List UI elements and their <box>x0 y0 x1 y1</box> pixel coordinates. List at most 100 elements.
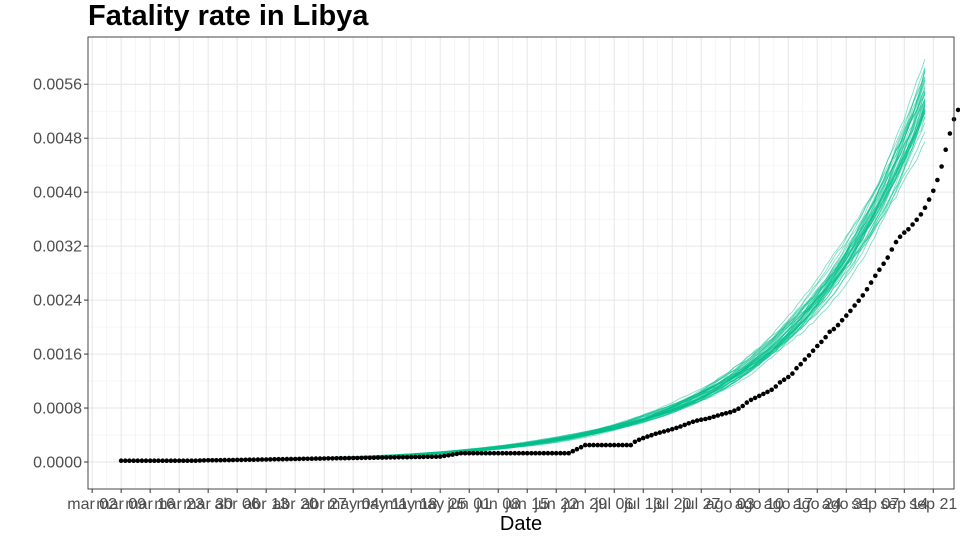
observed-point <box>375 455 381 460</box>
observed-point <box>752 395 758 401</box>
observed-point <box>458 450 464 456</box>
observed-point <box>653 431 658 437</box>
observed-point <box>931 188 936 194</box>
observed-point <box>719 412 725 417</box>
observed-point <box>160 458 165 464</box>
observed-point <box>193 458 198 464</box>
x-tick-label: sep 14 <box>880 496 928 513</box>
observed-point <box>516 450 522 456</box>
y-tick-label: 0.0024 <box>33 293 82 310</box>
observed-point <box>682 422 687 428</box>
observed-point <box>582 442 588 448</box>
observed-point <box>541 450 547 456</box>
observed-point <box>214 458 219 463</box>
observed-point <box>624 442 629 448</box>
x-tick-label: sep 21 <box>909 496 957 513</box>
observed-point <box>553 450 559 456</box>
observed-point <box>276 456 281 462</box>
observed-point <box>268 457 273 462</box>
observed-point <box>570 448 576 454</box>
observed-point <box>450 452 455 457</box>
x-tick-label: mar 02 <box>67 496 117 513</box>
observed-point <box>309 456 315 462</box>
observed-point <box>690 419 696 425</box>
observed-point <box>723 411 729 416</box>
observed-point <box>326 456 331 461</box>
observed-point <box>736 406 741 412</box>
observed-point <box>632 439 638 445</box>
observed-point <box>732 408 737 414</box>
observed-point <box>856 298 861 304</box>
observed-point <box>698 417 704 423</box>
observed-point <box>176 458 182 464</box>
observed-point <box>454 451 460 457</box>
observed-point <box>462 450 468 456</box>
observed-point <box>810 348 816 354</box>
observed-point <box>189 458 194 464</box>
x-tick-label: mar 30 <box>183 496 233 513</box>
observed-point <box>686 421 692 426</box>
observed-point <box>429 454 435 460</box>
observed-point <box>487 450 493 456</box>
observed-point <box>152 458 157 464</box>
observed-point <box>537 450 542 456</box>
x-tick-label: jun 01 <box>446 496 491 513</box>
observed-point <box>226 457 232 463</box>
observed-point <box>437 454 443 459</box>
observed-point <box>197 458 203 463</box>
observed-point <box>259 457 265 462</box>
x-tick-label: abr 27 <box>301 496 346 513</box>
observed-point <box>301 456 306 462</box>
observed-point <box>640 435 646 441</box>
observed-point <box>587 442 592 448</box>
observed-point <box>371 455 377 461</box>
observed-point <box>926 197 932 202</box>
plot-panel <box>88 37 954 489</box>
observed-point <box>483 450 489 456</box>
observed-point <box>748 397 754 403</box>
observed-point <box>873 273 878 279</box>
observed-point <box>504 450 509 456</box>
x-tick-label: abr 06 <box>214 496 259 513</box>
minor-gridlines <box>88 37 954 489</box>
x-tick-label: ago 03 <box>706 496 755 513</box>
observed-point <box>827 329 832 335</box>
observed-point <box>127 458 132 464</box>
observed-point <box>272 457 277 462</box>
observed-point <box>417 454 422 460</box>
observed-point <box>297 456 302 462</box>
observed-point <box>471 450 476 456</box>
observed-point <box>599 442 605 448</box>
observed-point <box>367 455 373 461</box>
observed-point <box>156 458 161 464</box>
x-tick-label: may 11 <box>357 496 408 513</box>
observed-point <box>773 384 779 389</box>
observed-point <box>363 455 368 461</box>
observed-point <box>442 453 447 459</box>
observed-point <box>413 454 418 460</box>
observed-point <box>404 454 410 460</box>
observed-point <box>545 450 551 456</box>
observed-point <box>131 458 136 464</box>
observed-point <box>848 308 853 314</box>
observed-point <box>247 457 252 463</box>
observed-point <box>806 353 812 358</box>
observed-point <box>118 458 124 464</box>
observed-point <box>239 457 244 463</box>
observed-point <box>893 239 899 245</box>
observed-point <box>135 458 140 464</box>
observed-point <box>864 287 870 292</box>
observed-point <box>466 450 472 456</box>
observed-point <box>860 293 866 298</box>
observed-point <box>313 456 319 461</box>
observed-point <box>757 393 762 399</box>
observed-point <box>205 458 211 463</box>
x-tick-label: may 18 <box>385 496 438 513</box>
observed-point <box>408 454 414 460</box>
observed-point <box>844 313 849 318</box>
observed-point <box>520 450 526 456</box>
chart-title: Fatality rate in Libya <box>88 0 369 32</box>
x-tick-label: jul 13 <box>623 496 662 513</box>
